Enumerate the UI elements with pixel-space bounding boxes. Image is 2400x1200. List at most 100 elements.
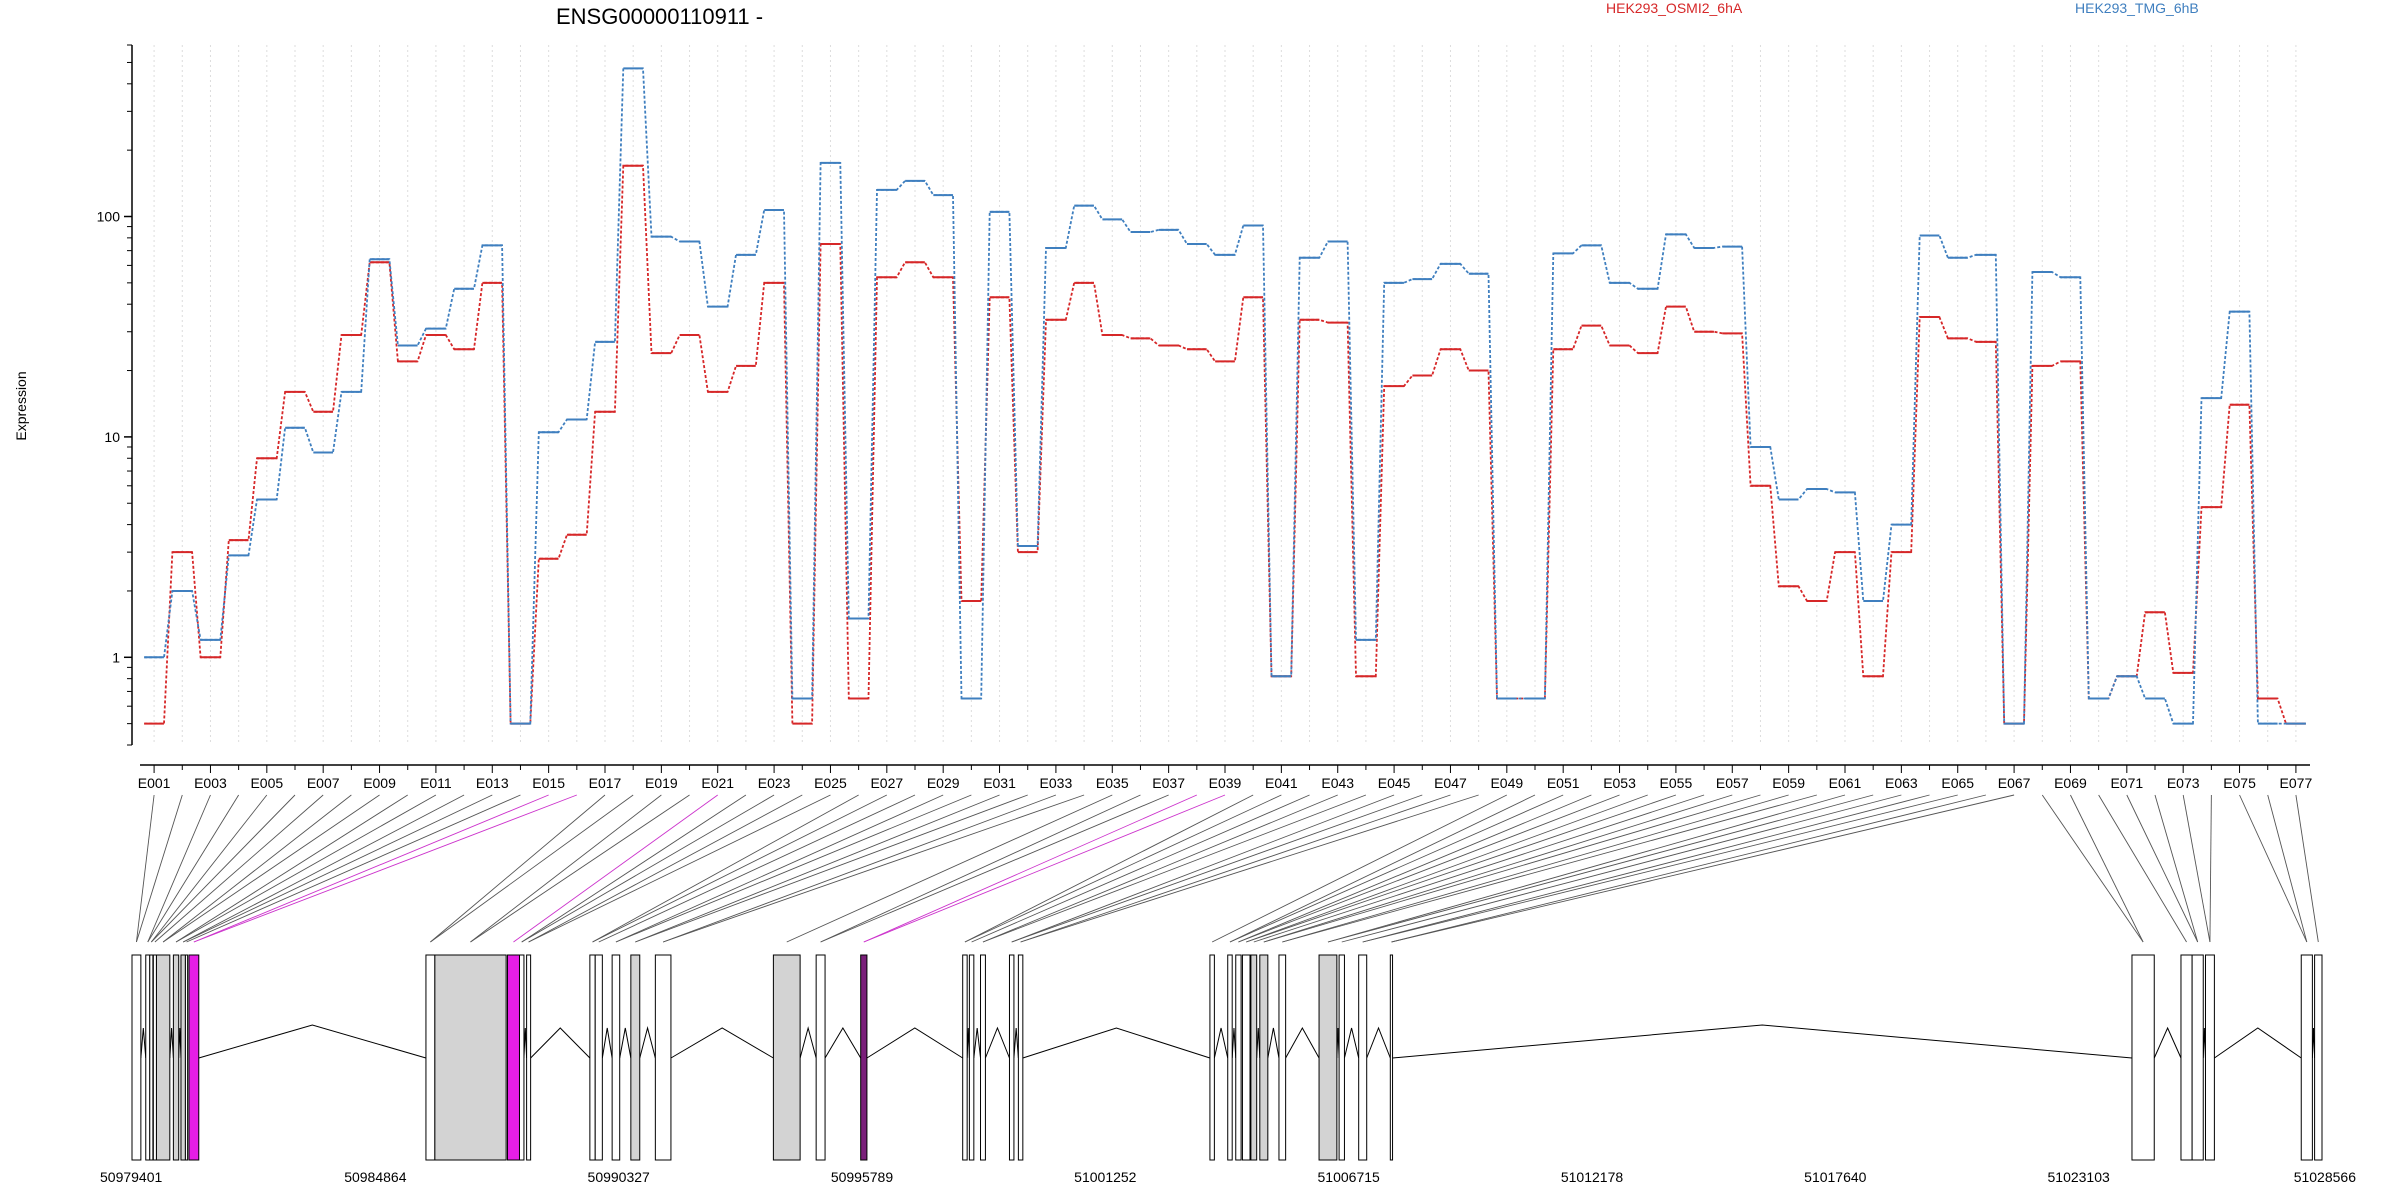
exon-label: E061	[1829, 775, 1862, 791]
exon-label: E039	[1209, 775, 1242, 791]
exon-connector	[2154, 794, 2199, 943]
exon-box	[131, 954, 142, 1161]
exon-connector	[982, 794, 1367, 943]
exon-box	[1235, 954, 1242, 1161]
exon-box	[1318, 954, 1338, 1161]
intron-line	[866, 1027, 963, 1059]
exon-connector	[820, 794, 1141, 943]
exon-connector	[662, 794, 1057, 943]
exon-connector	[1011, 794, 1395, 943]
y-axis: 1 10 100	[97, 44, 133, 746]
genomic-coordinate: 51017640	[1804, 1169, 1867, 1185]
exon-connector	[147, 794, 240, 943]
exon-box	[2191, 954, 2204, 1161]
exon-connector	[964, 794, 1254, 943]
exon-label: E013	[476, 775, 509, 791]
exon-connector	[592, 794, 859, 943]
exon-connector	[175, 794, 408, 943]
exon-box	[962, 954, 968, 1161]
exon-connector	[193, 794, 577, 943]
exon-connector	[1211, 794, 1508, 943]
exon-connector	[154, 794, 324, 943]
exon-connector	[136, 794, 183, 943]
exon-connector	[863, 794, 1226, 943]
exon-connector	[1229, 794, 1564, 943]
exon-label: E025	[814, 775, 847, 791]
exon-connector	[863, 794, 1197, 943]
exon-connector	[521, 794, 775, 943]
exon-connector	[193, 794, 549, 943]
exon-label: E027	[870, 775, 903, 791]
intron-line	[2214, 1027, 2302, 1059]
genomic-coordinate: 51012178	[1561, 1169, 1624, 1185]
exon-connector	[528, 794, 803, 943]
exon-label: E023	[758, 775, 791, 791]
intron-line	[639, 1026, 656, 1059]
expression-lines	[144, 67, 2306, 725]
exon-connector	[182, 794, 493, 943]
exon-connector	[135, 794, 155, 943]
exon-connector	[1341, 794, 1902, 943]
exon-connector	[521, 794, 747, 943]
exon-connector	[1011, 794, 1423, 943]
exon-label: E041	[1265, 775, 1298, 791]
exon-box	[1250, 954, 1258, 1161]
exon-box	[184, 954, 189, 1161]
exon-box	[860, 954, 868, 1161]
exon-connector	[528, 794, 831, 943]
intron-line	[140, 1027, 147, 1059]
exon-label: E057	[1716, 775, 1749, 791]
intron-line	[1267, 1027, 1280, 1059]
intron-line	[1392, 1024, 2133, 1059]
exon-connector	[430, 794, 606, 943]
genomic-coordinate: 51006715	[1318, 1169, 1381, 1185]
exon-to-genome-connectors	[135, 794, 2319, 943]
y-tick-label: 10	[104, 429, 120, 445]
exon-box	[1259, 954, 1269, 1161]
chart-title: ENSG00000110911 -	[556, 4, 763, 29]
exon-box	[506, 954, 520, 1161]
exon-label: E077	[2280, 775, 2313, 791]
exon-connector	[1253, 794, 1705, 943]
exon-label: E035	[1096, 775, 1129, 791]
y-tick-label: 100	[97, 209, 121, 225]
exon-box	[145, 954, 151, 1161]
exon-label: E015	[532, 775, 565, 791]
exon-connector	[1327, 794, 1874, 943]
exon-box	[1358, 954, 1368, 1161]
exon-connector	[1263, 794, 1761, 943]
exon-connector	[1327, 794, 1846, 943]
exon-label: E073	[2167, 775, 2200, 791]
intron-line	[799, 1026, 817, 1059]
exon-connector	[1229, 794, 1536, 943]
exon-connector	[1238, 794, 1592, 943]
exon-label: E045	[1378, 775, 1411, 791]
exon-connector	[2239, 794, 2308, 943]
intron-line	[1366, 1026, 1391, 1059]
exon-label: E021	[701, 775, 734, 791]
exon-connector	[1263, 794, 1733, 943]
exon-label: E055	[1660, 775, 1693, 791]
exon-connector	[1282, 794, 1789, 943]
intron-line	[169, 1027, 174, 1059]
exon-label: E047	[1434, 775, 1467, 791]
exon-connector	[2182, 794, 2211, 943]
exon-box	[180, 954, 186, 1161]
vertical-gridlines	[153, 45, 2297, 745]
exon-box	[589, 954, 596, 1161]
exon-box	[630, 954, 641, 1161]
exon-label: E001	[138, 775, 171, 791]
exon-connector	[182, 794, 465, 943]
intron-line	[1231, 1027, 1237, 1059]
exon-connector	[470, 794, 662, 943]
exon-connector	[635, 794, 1028, 943]
genomic-coordinate: 50979401	[100, 1169, 163, 1185]
exon-label: E053	[1603, 775, 1636, 791]
exon-connector	[1246, 794, 1648, 943]
exon-connector	[820, 794, 1169, 943]
genomic-coordinate-labels: 50979401 50984864 50990327 50995789 51001252…	[100, 1169, 2356, 1185]
intron-line	[670, 1027, 774, 1059]
exon-label: E017	[589, 775, 622, 791]
exon-label: E029	[927, 775, 960, 791]
